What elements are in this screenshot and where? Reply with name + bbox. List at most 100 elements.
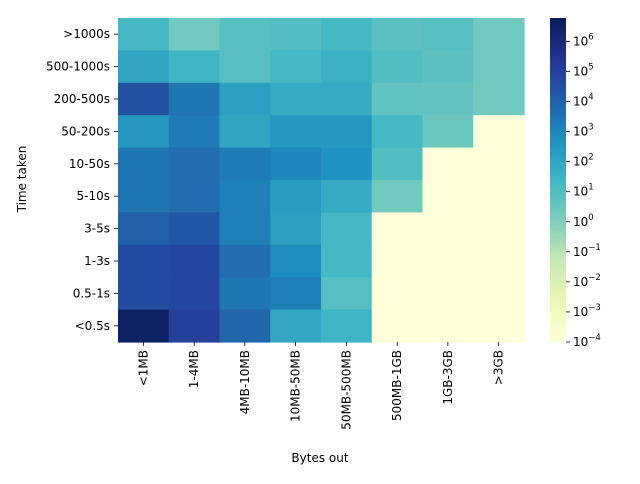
heatmap-cell bbox=[321, 212, 373, 246]
colorbar-tick-label: 101 bbox=[573, 183, 594, 199]
heatmap-cell bbox=[371, 180, 424, 213]
heatmap-cell bbox=[168, 18, 221, 51]
heatmap-cell bbox=[270, 212, 322, 246]
heatmap-cell bbox=[473, 244, 525, 278]
heatmap-cell bbox=[118, 18, 170, 51]
heatmap-cell bbox=[321, 180, 373, 213]
colorbar-tick-label: 10−1 bbox=[573, 243, 601, 259]
colorbar-tick-label: 100 bbox=[573, 213, 594, 229]
colorbar-tick-label: 102 bbox=[573, 153, 594, 169]
heatmap-cell bbox=[219, 147, 271, 181]
colorbar-tick-label: 10−2 bbox=[573, 273, 601, 289]
heatmap-cell bbox=[473, 147, 525, 181]
heatmap-cell bbox=[270, 244, 322, 278]
x-tick-label: 10MB-50MB bbox=[289, 350, 303, 422]
heatmap-cell bbox=[422, 180, 474, 213]
heatmap-cell bbox=[371, 50, 424, 84]
heatmap-cell bbox=[270, 277, 322, 311]
x-axis-label: Bytes out bbox=[291, 451, 348, 465]
heatmap-cell bbox=[118, 115, 170, 149]
heatmap-cell bbox=[321, 244, 373, 278]
heatmap-cell bbox=[371, 244, 424, 278]
heatmap-cell bbox=[371, 147, 424, 181]
heatmap-cell bbox=[422, 115, 474, 149]
heatmap-cell bbox=[168, 309, 221, 343]
heatmap-cell bbox=[270, 180, 322, 213]
heatmap-cell bbox=[422, 147, 474, 181]
heatmap-cell bbox=[422, 309, 474, 343]
heatmap-cell bbox=[321, 309, 373, 343]
heatmap-cell bbox=[422, 82, 474, 116]
colorbar-tick-label: 10−3 bbox=[573, 303, 601, 319]
heatmap-cell bbox=[168, 244, 221, 278]
heatmap-cell bbox=[219, 82, 271, 116]
heatmap-cell bbox=[168, 212, 221, 246]
x-axis-ticks: <1MB 1-4MB 4MB-10MB 10MB-50MB 50MB-500MB 500M… bbox=[136, 342, 506, 430]
x-tick-label: 1GB-3GB bbox=[441, 350, 455, 405]
heatmap-cell bbox=[168, 277, 221, 311]
x-tick-label: 500MB-1GB bbox=[390, 350, 404, 421]
heatmap-cell bbox=[219, 212, 271, 246]
y-tick-label: 500-1000s bbox=[46, 60, 110, 74]
heatmap-cell bbox=[321, 50, 373, 84]
heatmap-cell bbox=[118, 244, 170, 278]
heatmap-cell bbox=[473, 180, 525, 213]
colorbar bbox=[550, 18, 566, 342]
y-tick-label: <0.5s bbox=[75, 319, 110, 333]
heatmap-cell bbox=[371, 212, 424, 246]
heatmap-cell bbox=[118, 147, 170, 181]
heatmap-cell bbox=[219, 244, 271, 278]
x-tick-label: <1MB bbox=[136, 350, 150, 386]
heatmap-cell bbox=[168, 50, 221, 84]
heatmap-cell bbox=[270, 147, 322, 181]
heatmap-cell bbox=[422, 50, 474, 84]
y-axis-label: Time taken bbox=[15, 146, 29, 214]
heatmap-cell bbox=[118, 212, 170, 246]
heatmap-cell bbox=[118, 277, 170, 311]
x-tick-label: >3GB bbox=[492, 350, 506, 385]
y-tick-label: >1000s bbox=[63, 27, 110, 41]
colorbar-tick-label: 10−4 bbox=[573, 333, 601, 349]
heatmap-cell bbox=[371, 115, 424, 149]
heatmap-cell bbox=[473, 309, 525, 343]
heatmap-cell bbox=[473, 50, 525, 84]
heatmap-cell bbox=[118, 82, 170, 116]
heatmap-cell bbox=[219, 180, 271, 213]
heatmap-cell bbox=[270, 18, 322, 51]
heatmap-cell bbox=[168, 82, 221, 116]
heatmap-cell bbox=[270, 309, 322, 343]
heatmap-cell bbox=[219, 18, 271, 51]
heatmap-cell bbox=[321, 147, 373, 181]
heatmap-cell bbox=[321, 18, 373, 51]
heatmap-cell bbox=[168, 115, 221, 149]
x-tick-label: 50MB-500MB bbox=[339, 350, 353, 430]
heatmap-cell bbox=[473, 212, 525, 246]
x-tick-label: 1-4MB bbox=[187, 350, 201, 388]
heatmap-cell bbox=[118, 309, 170, 343]
colorbar-tick-label: 104 bbox=[573, 93, 594, 109]
heatmap-cell bbox=[168, 180, 221, 213]
x-tick-label: 4MB-10MB bbox=[238, 350, 252, 414]
heatmap-cell bbox=[219, 115, 271, 149]
heatmap-cell bbox=[371, 277, 424, 311]
y-tick-label: 0.5-1s bbox=[73, 286, 110, 300]
heatmap-cell bbox=[118, 180, 170, 213]
heatmap-cell bbox=[473, 277, 525, 311]
heatmap-cell bbox=[473, 115, 525, 149]
heatmap-cell bbox=[473, 18, 525, 51]
colorbar-tick-label: 105 bbox=[573, 62, 594, 78]
heatmap-cell bbox=[270, 82, 322, 116]
heatmap-cell bbox=[219, 277, 271, 311]
heatmap-cell bbox=[118, 50, 170, 84]
heatmap-cell bbox=[321, 115, 373, 149]
heatmap-cell bbox=[422, 212, 474, 246]
y-tick-label: 5-10s bbox=[77, 189, 111, 203]
heatmap-cell bbox=[422, 277, 474, 311]
y-tick-label: 10-50s bbox=[69, 157, 110, 171]
y-tick-label: 200-500s bbox=[54, 92, 110, 106]
y-axis-ticks: >1000s 500-1000s 200-500s 50-200s 10-50s 5-10… bbox=[46, 27, 118, 333]
heatmap-cell bbox=[473, 82, 525, 116]
heatmap-cell bbox=[321, 277, 373, 311]
y-tick-label: 1-3s bbox=[84, 254, 110, 268]
